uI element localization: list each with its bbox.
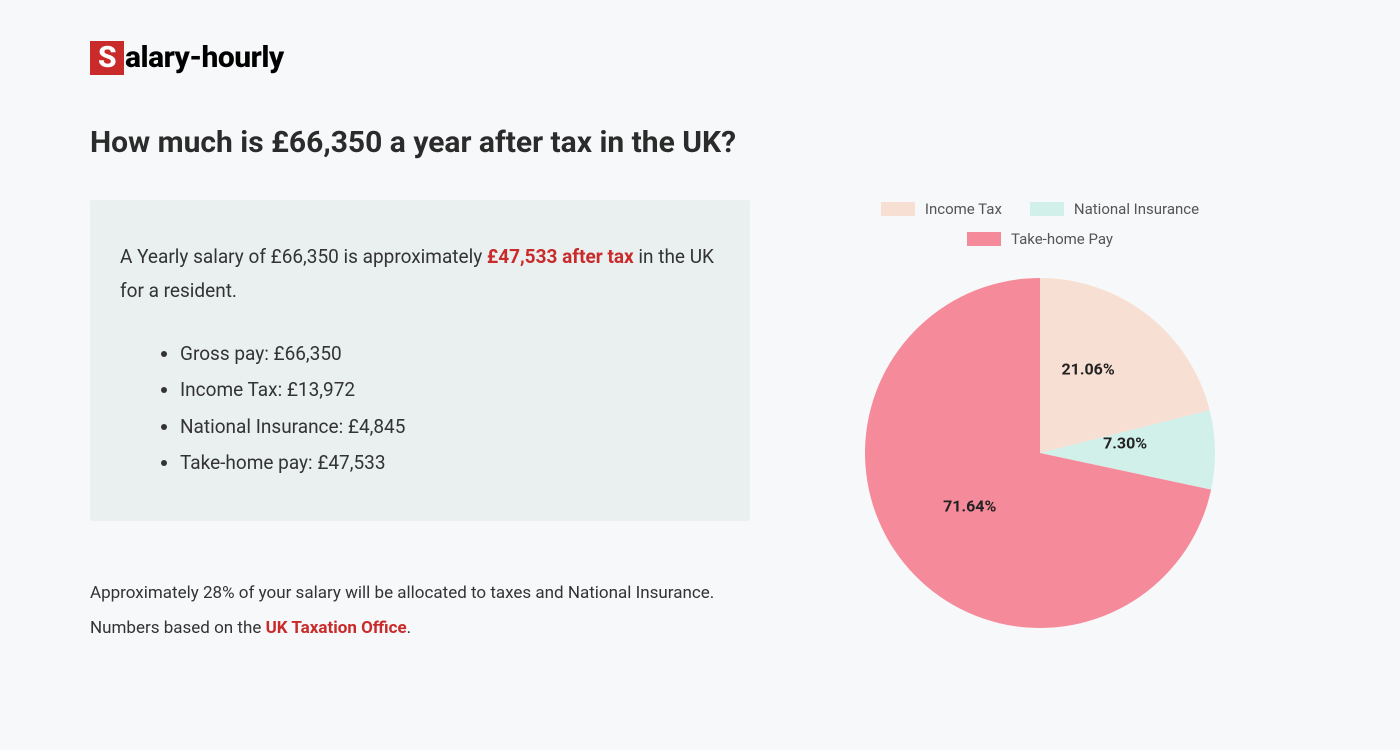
- footer-line2-pre: Numbers based on the: [90, 618, 266, 638]
- pie-label-national-insurance: 7.30%: [1103, 434, 1147, 453]
- legend-item-take-home: Take-home Pay: [967, 230, 1113, 248]
- footer-line2-post: .: [407, 618, 411, 638]
- footer-line1: Approximately 28% of your salary will be…: [90, 583, 714, 603]
- legend-label: Income Tax: [925, 200, 1002, 218]
- footer-note: Approximately 28% of your salary will be…: [90, 576, 750, 647]
- summary-box: A Yearly salary of £66,350 is approximat…: [90, 200, 750, 521]
- page-title: How much is £66,350 a year after tax in …: [90, 125, 1310, 160]
- summary-lead: A Yearly salary of £66,350 is approximat…: [120, 240, 720, 308]
- left-column: A Yearly salary of £66,350 is approximat…: [90, 200, 750, 647]
- legend-label: Take-home Pay: [1011, 230, 1113, 248]
- legend-label: National Insurance: [1074, 200, 1199, 218]
- swatch-take-home: [967, 232, 1001, 246]
- summary-lead-pre: A Yearly salary of £66,350 is approximat…: [120, 245, 487, 268]
- pie-label-income-tax: 21.06%: [1062, 360, 1115, 379]
- list-item: Take-home pay: £47,533: [180, 445, 720, 481]
- uk-taxation-link[interactable]: UK Taxation Office: [266, 618, 407, 638]
- logo-s-box: S: [90, 41, 124, 75]
- list-item: Gross pay: £66,350: [180, 336, 720, 372]
- swatch-national-insurance: [1030, 202, 1064, 216]
- summary-list: Gross pay: £66,350 Income Tax: £13,972 N…: [120, 336, 720, 480]
- swatch-income-tax: [881, 202, 915, 216]
- right-column: Income Tax National Insurance Take-home …: [830, 200, 1250, 647]
- list-item: Income Tax: £13,972: [180, 372, 720, 408]
- pie-svg: [855, 258, 1225, 628]
- pie-chart: 21.06% 7.30% 71.64%: [855, 258, 1225, 628]
- logo: Salary-hourly: [90, 40, 1310, 75]
- list-item: National Insurance: £4,845: [180, 409, 720, 445]
- logo-text: alary-hourly: [125, 40, 284, 75]
- legend-item-national-insurance: National Insurance: [1030, 200, 1199, 218]
- content-row: A Yearly salary of £66,350 is approximat…: [90, 200, 1310, 647]
- summary-highlight: £47,533 after tax: [487, 245, 634, 268]
- legend-item-income-tax: Income Tax: [881, 200, 1002, 218]
- pie-label-take-home: 71.64%: [943, 496, 996, 515]
- chart-legend: Income Tax National Insurance Take-home …: [830, 200, 1250, 248]
